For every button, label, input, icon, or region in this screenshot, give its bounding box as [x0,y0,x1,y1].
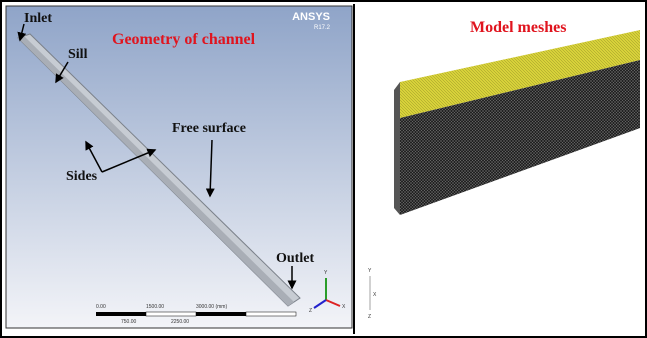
figure: Inlet Sill Geometry of channel ANSYS R17… [0,0,647,338]
scale-label: 1500.00 [146,304,164,310]
sill-label: Sill [68,47,88,62]
scale-label: 3000.00 (mm) [196,304,227,310]
free-surface-label: Free surface [172,121,246,136]
triad-label: Y [368,268,372,274]
logo: ANSYS [292,11,330,23]
scale-label: 2250.00 [171,319,189,325]
scale-label: 0.00 [96,304,106,310]
right-title: Model meshes [470,19,566,36]
scale-bar [96,312,146,316]
triad-label: Z [309,308,312,314]
scale-bar [196,312,246,316]
scale-label: 750.00 [121,319,137,325]
scale-bar [146,312,196,316]
scale-bar [246,312,296,316]
triad-label: Z [368,314,371,320]
sides-label: Sides [66,169,98,184]
left-title: Geometry of channel [112,31,256,48]
version: R17.2 [314,25,331,31]
inlet-label: Inlet [24,11,52,26]
left-panel [6,6,352,328]
outlet-label: Outlet [276,251,314,266]
triad-label: X [373,292,377,298]
mesh-end [394,82,400,215]
